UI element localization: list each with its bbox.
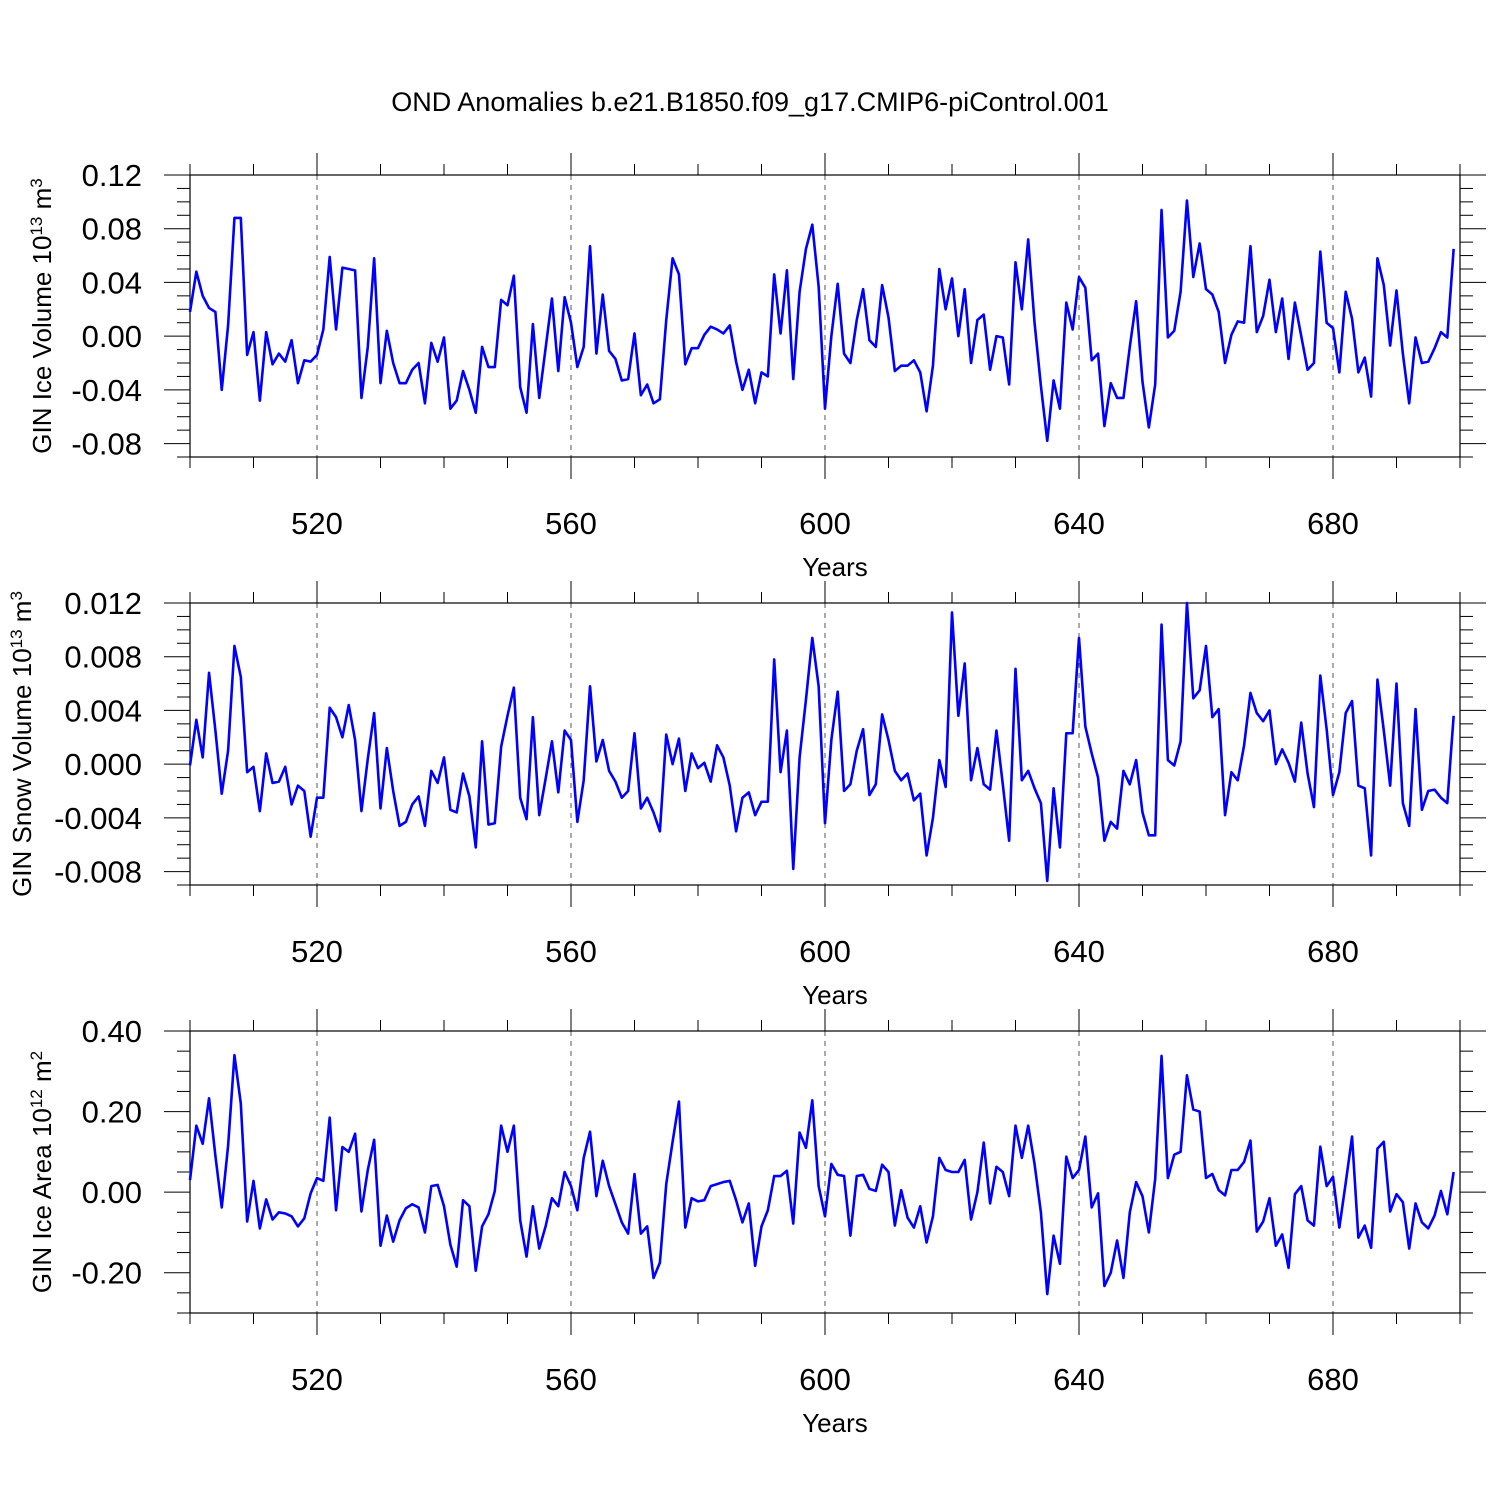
x-tick-label: 520	[291, 1362, 343, 1397]
series-line-ice-area	[188, 1053, 1455, 1296]
y-tick-labels: -0.20 0.00 0.20 0.40	[71, 1014, 142, 1291]
x-tick-label: 680	[1307, 934, 1359, 969]
y-tick-label: 0.04	[82, 265, 142, 300]
x-tick-label: 680	[1307, 506, 1359, 541]
y-tick-label: 0.000	[64, 747, 142, 782]
x-tick-label: 600	[799, 506, 851, 541]
x-tick-label: 560	[545, 934, 597, 969]
y-tick-labels: -0.08 -0.04 0.00 0.04 0.08 0.12	[71, 158, 142, 462]
x-grid-lines	[316, 175, 1334, 457]
axis-ticks	[164, 1009, 1486, 1335]
y-axis-label: GIN Snow Volume 1013 m3	[7, 591, 38, 897]
y-tick-label: 0.12	[82, 158, 142, 193]
x-tick-label: 640	[1053, 506, 1105, 541]
y-tick-label: -0.008	[54, 855, 142, 890]
y-tick-label: 0.20	[82, 1095, 142, 1130]
series-line-snow-volume	[188, 601, 1455, 883]
y-tick-label: 0.00	[82, 319, 142, 354]
x-axis-label: Years	[802, 980, 868, 1010]
y-tick-labels: -0.008 -0.004 0.000 0.004 0.008 0.012	[54, 586, 142, 890]
x-tick-labels: 520 560 600 640 680	[291, 1362, 1359, 1397]
x-tick-label: 520	[291, 506, 343, 541]
y-tick-label: 0.004	[64, 693, 142, 728]
x-tick-label: 520	[291, 934, 343, 969]
x-tick-label: 640	[1053, 1362, 1105, 1397]
y-tick-label: 0.40	[82, 1014, 142, 1049]
y-tick-label: 0.012	[64, 586, 142, 621]
chart-title: OND Anomalies b.e21.B1850.f09_g17.CMIP6-…	[391, 87, 1108, 117]
axis-ticks	[164, 581, 1486, 907]
x-tick-label: 600	[799, 1362, 851, 1397]
panel-gin-snow-volume: -0.008 -0.004 0.000 0.004 0.008 0.012 520 560 6…	[7, 581, 1486, 1010]
x-tick-label: 600	[799, 934, 851, 969]
y-tick-label: 0.008	[64, 640, 142, 675]
series-line-ice-volume	[188, 199, 1455, 443]
x-tick-labels: 520 560 600 640 680	[291, 934, 1359, 969]
y-axis-label: GIN Ice Area 1012 m2	[27, 1051, 58, 1293]
panel-gin-ice-area: -0.200.000.200.40 520 560 600 640 680 Years …	[27, 1009, 1486, 1438]
x-tick-label: 640	[1053, 934, 1105, 969]
x-axis-label: Years	[802, 1408, 868, 1438]
y-tick-label: -0.004	[54, 801, 142, 836]
x-grid-lines	[316, 1031, 1334, 1313]
y-tick-label: -0.20	[71, 1256, 142, 1291]
x-tick-label: 560	[545, 506, 597, 541]
y-tick-label: -0.04	[71, 373, 142, 408]
axis-ticks	[164, 153, 1486, 479]
x-axis-label: Years	[802, 552, 868, 582]
x-tick-label: 560	[545, 1362, 597, 1397]
y-axis-label: GIN Ice Volume 1013 m3	[27, 178, 58, 454]
y-tick-label: -0.08	[71, 427, 142, 462]
y-tick-label: 0.08	[82, 212, 142, 247]
y-tick-label: 0.00	[82, 1175, 142, 1210]
panel-gin-ice-volume: -0.08 -0.04 0.00 0.04 0.08 0.12 520 560 600 640 6…	[27, 153, 1486, 582]
x-tick-label: 680	[1307, 1362, 1359, 1397]
x-tick-labels: 520 560 600 640 680	[291, 506, 1359, 541]
